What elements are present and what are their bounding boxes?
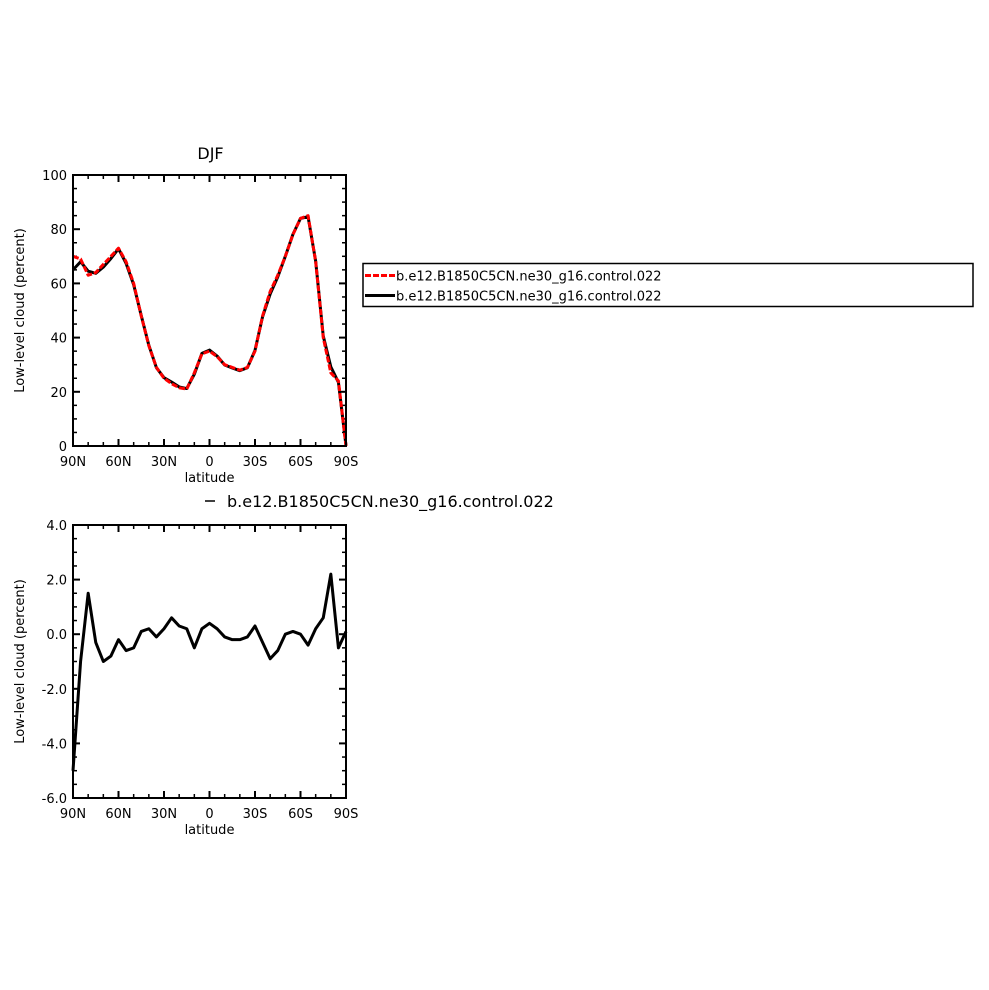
y-tick-label: 2.0 [46, 574, 67, 589]
x-tick-label: 90S [334, 807, 359, 822]
y-tick-label: 60 [50, 277, 67, 292]
x-tick-label: 0 [205, 455, 213, 470]
y-tick-label: 40 [50, 332, 67, 347]
y-tick-label: 20 [50, 386, 67, 401]
x-tick-label: 90N [60, 455, 86, 470]
x-tick-label: 30S [243, 455, 268, 470]
x-tick-label: 90S [334, 455, 359, 470]
y-tick-label: 4.0 [46, 519, 67, 534]
plot-frame [72, 524, 347, 799]
x-tick-label: 60S [288, 455, 313, 470]
y-axis-label: Low-level cloud (percent) [13, 579, 28, 744]
y-tick-label: -4.0 [42, 737, 67, 752]
x-tick-label: 60N [105, 807, 131, 822]
x-tick-label: 60N [105, 455, 131, 470]
x-tick-label: 60S [288, 807, 313, 822]
y-tick-label: -2.0 [42, 683, 67, 698]
legend-label: b.e12.B1850C5CN.ne30_g16.control.022 [227, 492, 554, 512]
y-tick-label: -6.0 [42, 792, 67, 807]
chart-title: DJF [197, 144, 223, 163]
x-tick-label: 30N [151, 807, 177, 822]
x-axis-label: latitude [185, 823, 235, 838]
y-axis-label: Low-level cloud (percent) [13, 228, 28, 393]
x-tick-label: 30N [151, 455, 177, 470]
x-tick-label: 30S [243, 807, 268, 822]
x-tick-label: 90N [60, 807, 86, 822]
data-line [71, 572, 348, 771]
y-tick-label: 80 [50, 223, 67, 238]
x-axis-label: latitude [185, 471, 235, 486]
y-tick-label: 0 [59, 440, 67, 455]
x-tick-label: 0 [205, 807, 213, 822]
y-tick-label: 0.0 [46, 628, 67, 643]
plot-frame [72, 174, 347, 447]
legend-label: b.e12.B1850C5CN.ne30_g16.control.022 [396, 290, 662, 305]
data-line [72, 214, 348, 447]
legend-box [362, 262, 974, 308]
legend-label: b.e12.B1850C5CN.ne30_g16.control.022 [396, 270, 662, 285]
y-tick-label: 100 [42, 169, 67, 184]
